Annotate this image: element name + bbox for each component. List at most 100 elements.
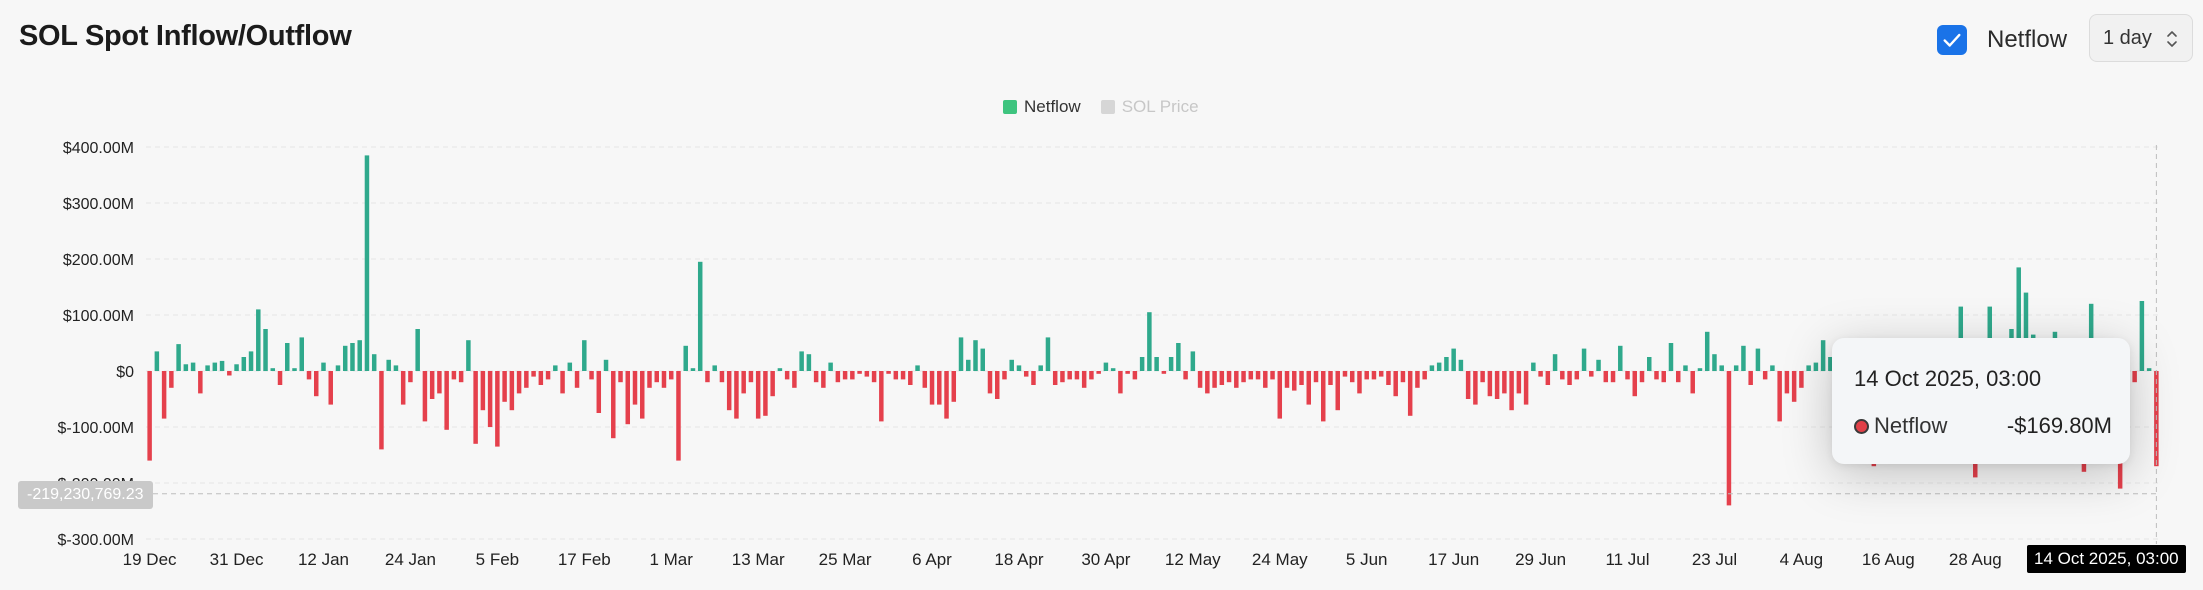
- x-tick-label: 4 Aug: [1780, 550, 1824, 569]
- netflow-bar: [668, 371, 674, 380]
- netflow-bar: [908, 371, 913, 385]
- netflow-bar: [1618, 345, 1623, 371]
- netflow-bar: [1342, 371, 1348, 377]
- crosshair-x-readout: 14 Oct 2025, 03:00: [2027, 545, 2186, 573]
- netflow-bar: [502, 371, 507, 402]
- netflow-checkbox[interactable]: [1937, 25, 1967, 55]
- netflow-bar: [683, 345, 688, 371]
- netflow-bar: [509, 371, 515, 411]
- netflow-bar: [176, 344, 181, 371]
- netflow-bar: [719, 371, 725, 383]
- netflow-bar: [611, 371, 616, 439]
- netflow-bar: [922, 371, 928, 388]
- legend-item-netflow[interactable]: Netflow: [1003, 97, 1081, 117]
- netflow-bar: [1349, 371, 1355, 383]
- netflow-bar: [821, 371, 826, 388]
- netflow-bar: [625, 371, 631, 425]
- netflow-bar: [1458, 359, 1464, 371]
- netflow-bar: [1799, 371, 1804, 388]
- netflow-bar: [886, 371, 891, 374]
- netflow-bar: [335, 365, 341, 371]
- netflow-bar: [415, 329, 420, 371]
- netflow-bar: [712, 365, 717, 371]
- netflow-bar: [2146, 368, 2152, 371]
- netflow-bar: [1777, 371, 1782, 422]
- tooltip-value: -$169.80M: [2006, 413, 2112, 438]
- netflow-bar: [1255, 371, 1261, 380]
- legend-swatch-netflow: [1003, 100, 1017, 114]
- netflow-bar: [951, 371, 957, 402]
- x-tick-label: 17 Feb: [558, 550, 611, 569]
- netflow-bar: [1704, 331, 1710, 371]
- netflow-bar: [654, 371, 659, 383]
- legend-swatch-sol-price: [1100, 100, 1115, 114]
- netflow-bar: [1284, 371, 1290, 388]
- legend-item-sol-price[interactable]: SOL Price: [1100, 97, 1199, 117]
- netflow-bar: [306, 371, 312, 380]
- netflow-bar: [1762, 371, 1768, 380]
- netflow-bar: [466, 340, 471, 371]
- netflow-bar: [690, 368, 696, 371]
- netflow-toggle[interactable]: Netflow: [1937, 23, 2067, 57]
- netflow-bar: [980, 348, 985, 371]
- netflow-bar: [1060, 371, 1065, 383]
- netflow-bar: [2088, 303, 2094, 371]
- netflow-bar: [734, 371, 739, 419]
- netflow-bar: [632, 371, 638, 405]
- x-tick-label: 16 Aug: [1862, 550, 1915, 569]
- netflow-bar: [1610, 371, 1616, 383]
- x-tick-label: 31 Dec: [210, 550, 264, 569]
- netflow-bar: [1031, 371, 1036, 385]
- netflow-bar: [379, 371, 384, 450]
- netflow-bar: [1161, 371, 1167, 374]
- crosshair: [126, 145, 2160, 544]
- netflow-bar: [697, 261, 703, 371]
- netflow-bar: [277, 371, 283, 385]
- netflow-bar: [603, 359, 609, 371]
- netflow-bar: [1516, 371, 1522, 394]
- tooltip-date: 14 Oct 2025, 03:00: [1854, 366, 2042, 391]
- x-tick-label: 5 Feb: [476, 550, 519, 569]
- netflow-bar: [1219, 371, 1225, 385]
- netflow-bar: [647, 371, 652, 388]
- netflow-bar: [451, 371, 457, 380]
- netflow-bar: [1292, 371, 1297, 391]
- x-tick-label: 5 Jun: [1346, 550, 1388, 569]
- netflow-bar: [147, 371, 152, 461]
- netflow-bar: [661, 371, 667, 388]
- netflow-bar: [473, 371, 478, 444]
- netflow-bar: [1806, 365, 1811, 371]
- netflow-bar: [1567, 371, 1572, 385]
- x-tick-label: 13 Mar: [732, 550, 785, 569]
- netflow-bar: [1415, 371, 1420, 388]
- netflow-bar: [1509, 371, 1514, 411]
- legend-label-netflow: Netflow: [1024, 97, 1081, 116]
- x-tick-label: 18 Apr: [994, 550, 1043, 569]
- netflow-bar: [1321, 371, 1326, 422]
- y-tick-label: $-300.00M: [58, 532, 135, 549]
- netflow-bar: [1197, 371, 1203, 388]
- netflow-bar: [582, 340, 587, 371]
- netflow-bar: [1400, 371, 1406, 383]
- netflow-bar: [1002, 371, 1007, 380]
- netflow-bar: [1371, 371, 1377, 380]
- x-tick-label: 24 Jan: [385, 550, 436, 569]
- netflow-bar: [1263, 371, 1268, 388]
- netflow-bar: [1407, 371, 1413, 416]
- netflow-bar: [1168, 357, 1174, 371]
- netflow-bar: [1697, 368, 1703, 371]
- netflow-bar: [292, 368, 297, 371]
- page-title: SOL Spot Inflow/Outflow: [19, 20, 352, 52]
- netflow-bar: [1603, 371, 1609, 383]
- netflow-bar: [1393, 371, 1398, 397]
- legend-label-sol-price: SOL Price: [1121, 97, 1199, 116]
- interval-select[interactable]: 1 day: [2089, 14, 2193, 62]
- netflow-bar: [1675, 371, 1681, 383]
- netflow-bar: [1125, 371, 1130, 374]
- netflow-bar: [755, 371, 761, 419]
- netflow-bar: [929, 371, 935, 405]
- netflow-bar: [1096, 371, 1101, 374]
- x-tick-label: 19 Dec: [123, 550, 177, 569]
- netflow-bar: [205, 365, 210, 371]
